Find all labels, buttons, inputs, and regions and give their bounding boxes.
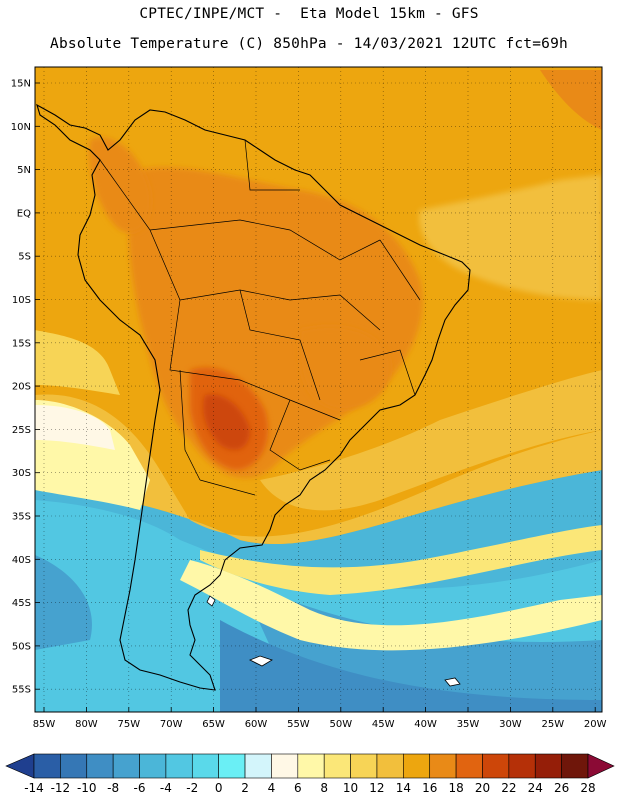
colorbar-tick-label: 10 (343, 781, 358, 795)
lat-label: 30S (12, 468, 31, 479)
colorbar-cell (112, 753, 140, 779)
colorbar-tick-label: 18 (448, 781, 463, 795)
lon-label: 35W (457, 719, 480, 730)
coastline (36, 103, 471, 691)
lat-label: EQ (17, 208, 31, 219)
colorbar-cell (60, 753, 88, 779)
colorbar-cell (244, 753, 272, 779)
colorbar-tick-label: 26 (554, 781, 569, 795)
lon-label: 40W (414, 719, 437, 730)
colorbar-tick-label: -12 (51, 781, 71, 795)
colorbar-cell (297, 753, 325, 779)
lon-label: 80W (75, 719, 98, 730)
colorbar-tick-label: -8 (107, 781, 119, 795)
colorbar-cell (33, 753, 61, 779)
lon-label: 20W (584, 719, 607, 730)
latitude-labels: 15N 10N 5N EQ 5S 10S 15S 20S 25S 30S 35S 40S 45S 50S 5… (11, 79, 40, 696)
temperature-field (35, 67, 602, 712)
colorbar-cell (271, 753, 299, 779)
chart-title: CPTEC/INPE/MCT - Eta Model 15km - GFS (139, 6, 479, 22)
colorbar-cell (218, 753, 246, 779)
graticule (35, 67, 602, 712)
colorbar-tick-label: 2 (241, 781, 249, 795)
colorbar-cell (482, 753, 510, 779)
colorbar-cell (191, 753, 219, 779)
colorbar-tick-label: 8 (320, 781, 328, 795)
colorbar-arrow-high (587, 753, 615, 779)
lat-label: 10S (12, 295, 31, 306)
lat-label: 10N (11, 122, 31, 133)
colorbar-cell (508, 753, 536, 779)
colorbar-tick-label: 28 (580, 781, 595, 795)
longitude-labels: 85W 80W 75W 70W 65W 60W 55W 50W 45W 40W 35W 30W 25W 2… (33, 707, 607, 730)
chart-subtitle: Absolute Temperature (C) 850hPa - 14/03/… (50, 36, 568, 52)
colorbar-tick-label: 4 (268, 781, 276, 795)
lat-label: 25S (12, 425, 31, 436)
lat-label: 15S (12, 338, 31, 349)
lon-label: 55W (287, 719, 310, 730)
lon-label: 85W (33, 719, 56, 730)
colorbar-tick-label: 20 (475, 781, 490, 795)
colorbar-tick-label: 14 (396, 781, 411, 795)
temperature-map: 15N 10N 5N EQ 5S 10S 15S 20S 25S 30S 35S 40S 45S 50S 5… (11, 66, 607, 730)
colorbar-tick-label: -10 (77, 781, 97, 795)
colorbar-tick-label: 12 (369, 781, 384, 795)
colorbar-tick-label: -6 (134, 781, 146, 795)
lat-label: 20S (12, 382, 31, 393)
colorbar-tick-label: 16 (422, 781, 437, 795)
lat-label: 35S (12, 512, 31, 523)
colorbar: -14 -12 -10 -8 -6 -4 -2 0 2 4 6 8 10 12 14 16 18 20 22 24 26… (5, 753, 615, 795)
lon-label: 70W (160, 719, 183, 730)
lat-label: 55S (12, 685, 31, 696)
lon-label: 30W (499, 719, 522, 730)
colorbar-cell (165, 753, 193, 779)
colorbar-tick-label: -4 (160, 781, 172, 795)
colorbar-cell (350, 753, 378, 779)
lon-label: 75W (117, 719, 140, 730)
lat-label: 5N (17, 165, 31, 176)
colorbar-cell (139, 753, 167, 779)
colorbar-cell (561, 753, 589, 779)
lat-label: 45S (12, 598, 31, 609)
colorbar-cell (403, 753, 431, 779)
colorbar-arrow-low (5, 753, 35, 779)
colorbar-cell (86, 753, 114, 779)
colorbar-tick-label: 24 (528, 781, 543, 795)
lon-label: 45W (372, 719, 395, 730)
map-frame (34, 66, 603, 713)
lon-label: 65W (202, 719, 225, 730)
colorbar-tick-label: 0 (215, 781, 223, 795)
colorbar-cell (376, 753, 404, 779)
lat-label: 50S (12, 641, 31, 652)
colorbar-cell (534, 753, 562, 779)
lon-label: 60W (245, 719, 268, 730)
lon-label: 25W (541, 719, 564, 730)
colorbar-tick-label: -2 (186, 781, 198, 795)
colorbar-cell (323, 753, 351, 779)
lon-label: 50W (329, 719, 352, 730)
colorbar-tick-label: -14 (24, 781, 44, 795)
colorbar-tick-label: 22 (501, 781, 516, 795)
colorbar-tick-label: 6 (294, 781, 302, 795)
lat-label: 5S (18, 252, 31, 263)
colorbar-cell (455, 753, 483, 779)
colorbar-cell (429, 753, 457, 779)
lat-label: 40S (12, 555, 31, 566)
lat-label: 15N (11, 79, 31, 90)
